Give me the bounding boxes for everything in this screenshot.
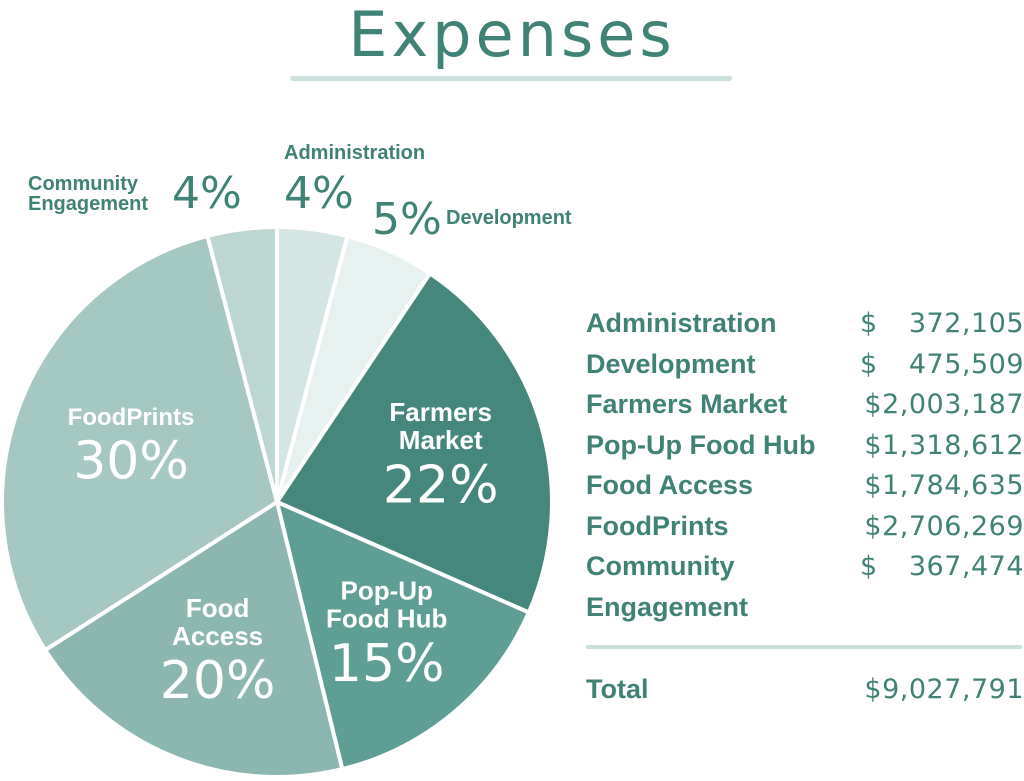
pie-slice-foodprints bbox=[0, 233, 279, 653]
chart-title: Expenses bbox=[348, 0, 676, 71]
slice-label-pop-up-food-hub-line2: Food Hub bbox=[326, 603, 447, 633]
label-development-name: Development bbox=[446, 207, 572, 229]
legend-item-name: Administration bbox=[586, 308, 777, 338]
pie-slice-pop-up-food-hub bbox=[275, 500, 531, 772]
pie-slice-farmers-market bbox=[275, 271, 554, 615]
legend-item-amount: $1,318,612 bbox=[864, 429, 1024, 461]
total-amount: $9,027,791 bbox=[864, 674, 1024, 705]
label-community-line2: Engagement bbox=[28, 193, 149, 215]
legend-row: Engagement bbox=[586, 590, 1024, 631]
legend-total-row: Total $9,027,791 bbox=[586, 672, 1024, 712]
slice-pct-foodprints: 30% bbox=[73, 431, 189, 491]
slice-label-pop-up-food-hub-line1: Pop-Up bbox=[340, 575, 432, 605]
legend-item-amount: $1,784,635 bbox=[864, 470, 1024, 501]
slice-label-food-access-line1: Food bbox=[186, 593, 250, 623]
label-community-engagement-pct: 4% bbox=[172, 168, 242, 219]
total-label: Total bbox=[586, 674, 649, 704]
legend-item-name: Pop-Up Food Hub bbox=[586, 429, 816, 460]
slice-label-foodprints-line1: FoodPrints bbox=[68, 404, 195, 431]
legend-item-name: Engagement bbox=[586, 591, 749, 622]
legend-row: FoodPrints $2,706,269 bbox=[586, 509, 1024, 550]
legend-item-amount: $475,509 bbox=[860, 348, 1024, 380]
label-administration-pct: 4% bbox=[284, 168, 354, 219]
legend-row: Administration $372,105 bbox=[586, 306, 1024, 347]
title-underline bbox=[290, 76, 732, 81]
slice-label-farmers-market-line2: Market bbox=[399, 425, 483, 455]
legend-divider bbox=[586, 645, 1022, 649]
legend-item-name: FoodPrints bbox=[586, 510, 729, 541]
legend-row: Food Access $1,784,635 bbox=[586, 468, 1024, 509]
legend-item-amount: $367,474 bbox=[860, 551, 1024, 582]
legend-item-amount: $372,105 bbox=[860, 308, 1024, 339]
legend-row: Development $475,509 bbox=[586, 347, 1024, 388]
label-administration-name: Administration bbox=[284, 142, 426, 164]
legend-row: Farmers Market $2,003,187 bbox=[586, 387, 1024, 428]
label-community-engagement-name: Community Engagement bbox=[28, 174, 168, 214]
slice-label-farmers-market-line1: Farmers bbox=[389, 397, 492, 427]
legend-item-name: Food Access bbox=[586, 470, 754, 500]
slice-label-food-access-line2: Access bbox=[172, 621, 263, 651]
legend-item-name: Farmers Market bbox=[586, 389, 788, 419]
label-community-line1: Community bbox=[28, 173, 138, 195]
pie-slice-food-access bbox=[43, 500, 345, 779]
label-development-pct: 5% bbox=[372, 194, 442, 245]
slice-pct-food-access: 20% bbox=[160, 651, 276, 711]
legend-row: Pop-Up Food Hub $1,318,612 bbox=[586, 428, 1024, 469]
legend-row: Community $367,474 bbox=[586, 549, 1024, 590]
legend-table: Administration $372,105 Development $475,50… bbox=[586, 306, 1024, 630]
legend-item-name: Community bbox=[586, 551, 735, 581]
legend-item-amount: $2,003,187 bbox=[864, 389, 1024, 420]
legend-item-name: Development bbox=[586, 348, 756, 379]
slice-pct-farmers-market: 22% bbox=[383, 456, 499, 516]
slice-pct-pop-up-food-hub: 15% bbox=[329, 634, 445, 694]
pie-slice-community-engagement bbox=[205, 225, 279, 504]
legend-item-amount: $2,706,269 bbox=[864, 510, 1024, 542]
